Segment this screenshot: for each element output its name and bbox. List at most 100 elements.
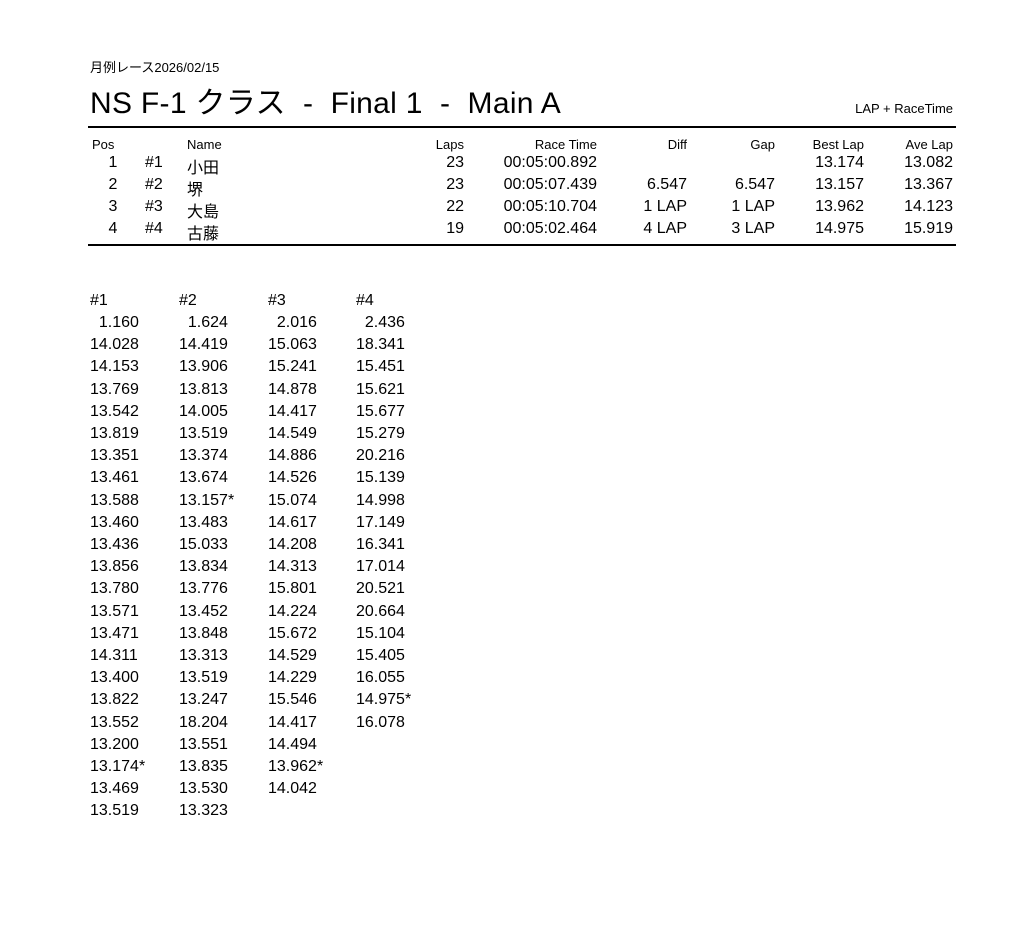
result-driver-name: 古藤 [187, 226, 220, 243]
result-ave-lap: 15.919 [904, 220, 953, 237]
lap-time: 13.551 [179, 735, 228, 753]
lap-time: 20.521 [356, 580, 405, 598]
result-gap: 6.547 [734, 176, 775, 193]
lap-time: 20.664 [356, 602, 405, 620]
lap-time: 1.160 [98, 314, 139, 331]
lap-time: 17.149 [356, 513, 405, 531]
result-car-number: #2 [145, 176, 163, 193]
result-pos: 2 [108, 176, 118, 193]
result-ave-lap: 14.123 [904, 198, 953, 215]
col-header-best-lap: Best Lap [812, 137, 864, 152]
lap-time: 13.822 [90, 691, 139, 709]
result-ave-lap: 13.367 [904, 176, 953, 193]
col-header-laps: Laps [435, 137, 464, 152]
result-race-time: 00:05:02.464 [503, 220, 597, 237]
lap-time: 14.419 [179, 336, 228, 354]
result-pos: 3 [108, 198, 118, 215]
lap-time: 13.571 [90, 602, 139, 620]
col-header-name: Name [187, 137, 222, 152]
lap-time: 13.452 [179, 602, 228, 620]
lap-time: 13.351 [90, 447, 139, 465]
lap-column-header: #1 [90, 292, 108, 309]
lap-time: 14.886 [268, 447, 317, 465]
lap-time: 13.813 [179, 380, 228, 398]
result-race-time: 00:05:07.439 [503, 176, 597, 193]
report-mode: LAP + RaceTime [855, 101, 953, 116]
col-header-diff: Diff [667, 137, 687, 152]
result-gap: 3 LAP [731, 220, 775, 237]
lap-time: 13.819 [90, 425, 139, 442]
lap-time: 14.229 [268, 669, 317, 687]
lap-time: 14.224 [268, 602, 317, 620]
lap-time: 20.216 [356, 447, 405, 465]
lap-time: 15.801 [268, 580, 317, 598]
lap-column-header: #4 [356, 292, 374, 309]
lap-time: 15.672 [268, 624, 317, 642]
lap-time: 13.461 [90, 469, 139, 487]
lap-time: 16.078 [356, 713, 405, 731]
lap-time: 15.139 [356, 469, 405, 487]
lap-column-header: #2 [179, 292, 197, 309]
lap-time: 13.157* [179, 491, 235, 509]
lap-time: 13.834 [179, 558, 228, 576]
result-laps: 23 [446, 154, 464, 171]
lap-time: 13.374 [179, 447, 228, 465]
result-gap: 1 LAP [731, 198, 775, 215]
lap-time: 15.621 [356, 380, 405, 398]
result-driver-name: 堺 [187, 182, 204, 199]
lap-time: 15.677 [356, 402, 405, 420]
lap-time: 14.028 [90, 336, 139, 354]
lap-time: 13.323 [179, 802, 228, 820]
lap-time: 15.074 [268, 491, 317, 509]
result-laps: 23 [446, 176, 464, 193]
lap-time: 13.776 [179, 580, 228, 598]
result-best-lap: 13.962 [815, 198, 864, 215]
lap-time: 15.241 [268, 358, 317, 376]
lap-time: 13.780 [90, 580, 139, 598]
col-header-gap: Gap [750, 137, 775, 152]
lap-time: 13.200 [90, 735, 139, 753]
lap-time: 14.153 [90, 358, 139, 376]
lap-time: 1.624 [187, 314, 228, 331]
lap-time: 13.542 [90, 402, 139, 420]
lap-column-header: #3 [268, 292, 286, 309]
lap-time: 15.451 [356, 358, 405, 376]
lap-time: 14.878 [268, 380, 317, 398]
lap-time: 13.588 [90, 491, 139, 509]
lap-time: 14.417 [268, 713, 317, 731]
lap-time: 15.104 [356, 624, 405, 642]
lap-time: 14.526 [268, 469, 317, 487]
lap-time: 16.341 [356, 536, 405, 553]
result-car-number: #4 [145, 220, 163, 237]
result-pos: 1 [108, 154, 118, 171]
result-race-time: 00:05:00.892 [503, 154, 597, 171]
lap-time: 13.460 [90, 513, 139, 531]
lap-time: 14.208 [268, 536, 317, 553]
divider [88, 126, 956, 128]
lap-time: 18.341 [356, 336, 405, 354]
result-best-lap: 14.975 [815, 220, 864, 237]
lap-time: 2.016 [276, 314, 317, 331]
lap-time: 14.005 [179, 402, 228, 420]
lap-time: 18.204 [179, 713, 228, 731]
lap-time: 15.279 [356, 425, 405, 442]
lap-time: 13.530 [179, 780, 228, 798]
lap-time: 2.436 [364, 314, 405, 331]
result-car-number: #1 [145, 154, 163, 171]
lap-time: 13.552 [90, 713, 139, 731]
lap-time: 14.311 [90, 647, 138, 664]
lap-time: 13.519 [179, 669, 228, 687]
lap-time: 14.494 [268, 735, 317, 753]
result-pos: 4 [108, 220, 118, 237]
result-best-lap: 13.157 [815, 176, 864, 193]
lap-time: 14.998 [356, 491, 405, 509]
result-diff: 4 LAP [643, 220, 687, 237]
lap-time: 13.313 [179, 647, 228, 664]
lap-time: 14.549 [268, 425, 317, 442]
col-header-race-time: Race Time [534, 137, 597, 152]
lap-time: 13.436 [90, 536, 139, 553]
lap-time: 13.247 [179, 691, 228, 709]
lap-time: 13.848 [179, 624, 228, 642]
col-header-ave-lap: Ave Lap [905, 137, 953, 152]
result-laps: 19 [446, 220, 464, 237]
